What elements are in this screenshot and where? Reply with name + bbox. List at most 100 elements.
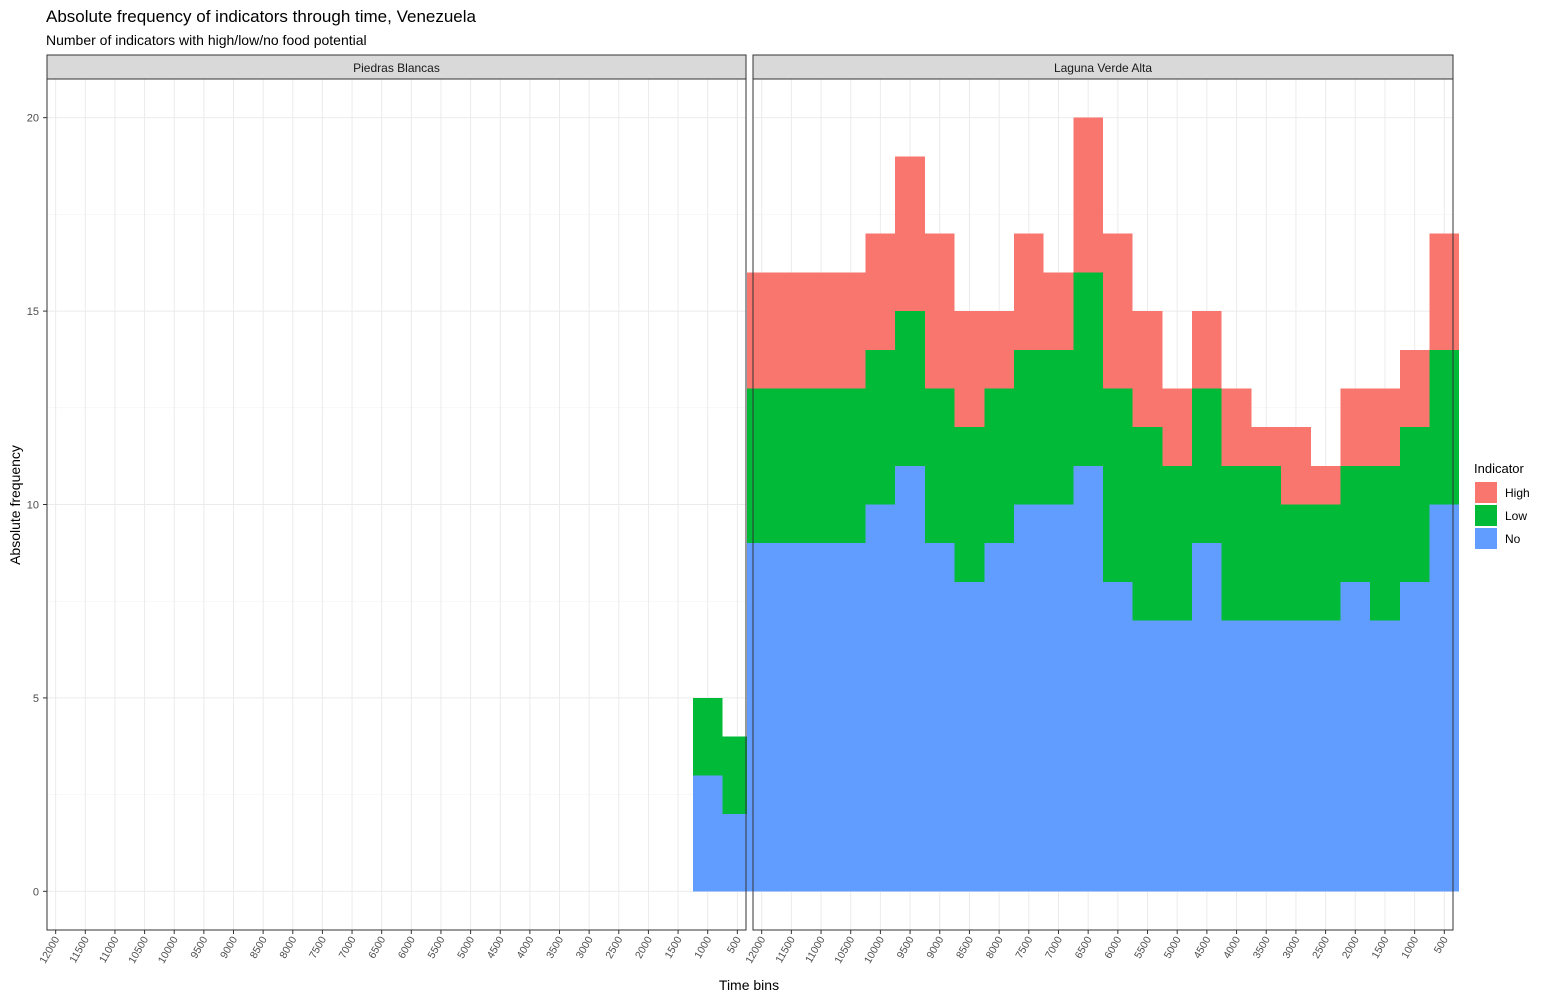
x-tick-label: 5500 — [1132, 934, 1154, 960]
y-axis: 0 5 10 15 20 — [27, 113, 47, 898]
x-tick-label: 4500 — [1191, 934, 1213, 960]
bar-segment-high — [1399, 349, 1430, 428]
bar-segment-high — [1281, 427, 1311, 505]
bar-segment-no — [1340, 581, 1371, 892]
bar-segment-no — [746, 543, 777, 892]
x-tick-label: 3500 — [544, 934, 566, 960]
bar-segment-high — [1013, 233, 1044, 350]
bar-segment-low — [984, 388, 1014, 544]
bar-segment-no — [1043, 504, 1074, 892]
x-tick-label: 9500 — [188, 934, 210, 960]
bar-segment-no — [1162, 620, 1193, 892]
bar-segment-no — [1370, 620, 1400, 892]
bar-segment-no — [1073, 465, 1103, 892]
x-tick-label: 10000 — [862, 934, 887, 965]
bar-segment-low — [1251, 465, 1282, 621]
bar-segment-high — [1370, 388, 1400, 466]
strip-label: Piedras Blancas — [353, 61, 440, 75]
bar-segment-no — [865, 504, 896, 892]
bar-segment-low — [924, 388, 955, 544]
chart-title: Absolute frequency of indicators through… — [46, 7, 477, 26]
y-axis-title: Absolute frequency — [7, 445, 23, 565]
bar-segment-high — [1221, 388, 1252, 466]
bar-segment-no — [924, 543, 955, 892]
x-tick-label: 4500 — [485, 934, 507, 960]
x-tick-label: 11000 — [803, 934, 828, 965]
x-tick-label: 6000 — [396, 934, 418, 960]
strip-label: Laguna Verde Alta — [1054, 61, 1152, 75]
x-tick-label: 8500 — [248, 934, 270, 960]
x-tick-label: 2000 — [1340, 934, 1362, 960]
bar-segment-low — [1132, 427, 1163, 621]
x-tick-label: 3500 — [1251, 934, 1273, 960]
x-tick-label: 2500 — [603, 934, 625, 960]
bar-segment-high — [746, 272, 777, 389]
bar-segment-high — [984, 311, 1014, 389]
x-tick-label: 7500 — [1013, 934, 1035, 960]
legend-title: Indicator — [1474, 461, 1525, 476]
x-tick-label: 6000 — [1102, 934, 1124, 960]
strip-background — [752, 54, 1454, 80]
x-tick-label: 11500 — [67, 934, 92, 965]
x-tick-label: 1500 — [663, 934, 685, 960]
bar-segment-high — [1103, 233, 1133, 389]
x-tick-label: 5500 — [425, 934, 447, 960]
x-tick-label: 6500 — [1073, 934, 1095, 960]
x-tick-label: 10500 — [832, 934, 857, 965]
x-tick-label: 1000 — [692, 934, 714, 960]
x-tick-label: 11000 — [97, 934, 122, 965]
bar-segment-low — [1013, 349, 1044, 505]
x-tick-label: 500 — [725, 934, 744, 955]
x-tick-label: 4000 — [514, 934, 536, 960]
bar-segment-high — [865, 233, 896, 350]
bar-segment-no — [1103, 581, 1133, 892]
bar-segment-no — [1192, 543, 1222, 892]
bar-segment-low — [954, 427, 985, 582]
legend-key-low — [1475, 505, 1497, 526]
bar-segment-high — [1340, 388, 1371, 466]
legend-key-no — [1475, 528, 1497, 549]
x-tick-label: 8500 — [954, 934, 976, 960]
bar-segment-low — [692, 697, 723, 776]
bar-segment-low — [1103, 388, 1133, 582]
bar-segment-no — [895, 465, 925, 892]
x-tick-label: 7500 — [307, 934, 329, 960]
x-tick-label: 5000 — [455, 934, 477, 960]
x-tick-label: 7000 — [337, 934, 359, 960]
x-tick-label: 11500 — [773, 934, 798, 965]
x-axis-title: Time bins — [719, 977, 779, 993]
x-tick-label: 2500 — [1310, 934, 1332, 960]
x-tick-label: 500 — [1432, 934, 1451, 955]
bar-segment-high — [954, 311, 985, 428]
x-tick-label: 6500 — [366, 934, 388, 960]
bar-segment-low — [865, 349, 896, 505]
x-tick-label: 9000 — [924, 934, 946, 960]
x-tick-label: 9000 — [218, 934, 240, 960]
bar-segment-no — [806, 543, 836, 892]
bar-segment-no — [835, 543, 866, 892]
bar-segment-high — [895, 156, 925, 312]
legend-label-no: No — [1505, 532, 1521, 546]
legend-label-high: High — [1505, 486, 1530, 500]
x-tick-label: 1000 — [1399, 934, 1421, 960]
x-tick-label: 1500 — [1369, 934, 1391, 960]
bar-segment-low — [806, 388, 836, 544]
legend-label-low: Low — [1505, 509, 1527, 523]
bar-segment-no — [1310, 620, 1341, 892]
bar-segment-high — [1132, 311, 1163, 428]
bar-segment-high — [1192, 311, 1222, 389]
bar-segment-no — [1251, 620, 1282, 892]
bar-segment-high — [1429, 233, 1460, 350]
x-tick-label: 10000 — [156, 934, 181, 965]
bar-segment-no — [1281, 620, 1311, 892]
y-tick-label: 5 — [33, 693, 39, 705]
bar-segment-no — [954, 581, 985, 892]
bar-segment-low — [835, 388, 866, 544]
bar-segment-high — [1251, 427, 1282, 466]
y-tick-label: 10 — [27, 500, 39, 512]
x-tick-label: 12000 — [37, 934, 62, 965]
legend: Indicator High Low No — [1474, 461, 1530, 549]
bar-segment-no — [1429, 504, 1460, 892]
